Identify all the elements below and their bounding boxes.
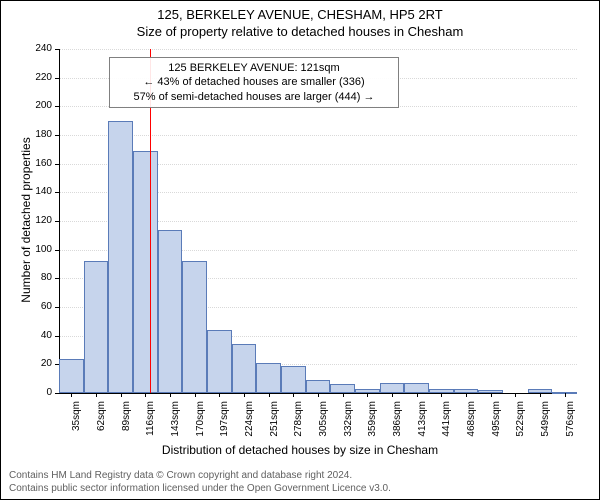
y-tick-label: 20 — [22, 358, 52, 369]
x-tick-label: 386sqm — [392, 401, 403, 441]
x-tick-label: 170sqm — [195, 401, 206, 441]
histogram-bar — [84, 261, 109, 393]
x-tick-label: 278sqm — [293, 401, 304, 441]
x-tick-label: 224sqm — [244, 401, 255, 441]
x-tick-mark — [417, 393, 418, 397]
y-tick-label: 40 — [22, 330, 52, 341]
x-tick-mark — [515, 393, 516, 397]
histogram-bar — [207, 330, 232, 393]
y-tick-label: 200 — [22, 100, 52, 111]
x-tick-label: 576sqm — [565, 401, 576, 441]
x-tick-label: 143sqm — [170, 401, 181, 441]
histogram-bar — [59, 359, 84, 393]
grid-line — [59, 135, 577, 136]
y-axis-line — [59, 49, 60, 393]
page-title: 125, BERKELEY AVENUE, CHESHAM, HP5 2RT — [1, 7, 599, 22]
x-tick-mark — [392, 393, 393, 397]
annotation-line1: 125 BERKELEY AVENUE: 121sqm — [116, 61, 392, 75]
x-tick-label: 62sqm — [96, 401, 107, 441]
histogram-bar — [232, 344, 257, 393]
x-tick-mark — [318, 393, 319, 397]
x-tick-label: 197sqm — [219, 401, 230, 441]
histogram-bar — [330, 384, 355, 393]
x-tick-label: 549sqm — [540, 401, 551, 441]
x-tick-mark — [343, 393, 344, 397]
annotation-line2: ← 43% of detached houses are smaller (33… — [116, 75, 392, 89]
histogram-bar — [281, 366, 306, 393]
x-tick-mark — [367, 393, 368, 397]
histogram-bar — [133, 151, 158, 393]
y-tick-label: 240 — [22, 43, 52, 54]
x-tick-label: 495sqm — [491, 401, 502, 441]
x-tick-mark — [540, 393, 541, 397]
x-tick-label: 251sqm — [269, 401, 280, 441]
histogram-bar — [404, 383, 429, 393]
x-tick-mark — [293, 393, 294, 397]
x-tick-label: 441sqm — [441, 401, 452, 441]
x-tick-mark — [244, 393, 245, 397]
grid-line — [59, 49, 577, 50]
x-tick-mark — [565, 393, 566, 397]
x-tick-label: 413sqm — [417, 401, 428, 441]
footer-line2: Contains public sector information licen… — [9, 482, 391, 495]
x-tick-mark — [170, 393, 171, 397]
x-tick-label: 305sqm — [318, 401, 329, 441]
footer-line1: Contains HM Land Registry data © Crown c… — [9, 469, 391, 482]
x-tick-label: 116sqm — [145, 401, 156, 441]
x-tick-mark — [121, 393, 122, 397]
annotation-line3: 57% of semi-detached houses are larger (… — [116, 90, 392, 104]
histogram-bar — [108, 121, 133, 393]
footer: Contains HM Land Registry data © Crown c… — [9, 469, 391, 495]
x-tick-label: 89sqm — [121, 401, 132, 441]
chart-container: 125, BERKELEY AVENUE, CHESHAM, HP5 2RT S… — [0, 0, 600, 500]
x-tick-mark — [491, 393, 492, 397]
annotation-box: 125 BERKELEY AVENUE: 121sqm ← 43% of det… — [109, 57, 399, 108]
chart-subtitle: Size of property relative to detached ho… — [1, 24, 599, 39]
y-axis-label: Number of detached properties — [19, 120, 33, 320]
x-axis-label: Distribution of detached houses by size … — [1, 443, 599, 457]
histogram-bar — [256, 363, 281, 393]
x-tick-label: 35sqm — [71, 401, 82, 441]
x-tick-mark — [219, 393, 220, 397]
histogram-bar — [158, 230, 183, 393]
histogram-bar — [182, 261, 207, 393]
x-tick-mark — [96, 393, 97, 397]
x-tick-label: 332sqm — [343, 401, 354, 441]
x-tick-mark — [269, 393, 270, 397]
x-tick-label: 522sqm — [515, 401, 526, 441]
x-tick-mark — [441, 393, 442, 397]
x-tick-label: 359sqm — [367, 401, 378, 441]
x-tick-mark — [466, 393, 467, 397]
histogram-bar — [380, 383, 405, 393]
histogram-bar — [306, 380, 331, 393]
x-tick-mark — [195, 393, 196, 397]
y-tick-label: 0 — [22, 387, 52, 398]
x-tick-mark — [145, 393, 146, 397]
x-tick-mark — [71, 393, 72, 397]
y-tick-label: 220 — [22, 72, 52, 83]
x-tick-label: 468sqm — [466, 401, 477, 441]
